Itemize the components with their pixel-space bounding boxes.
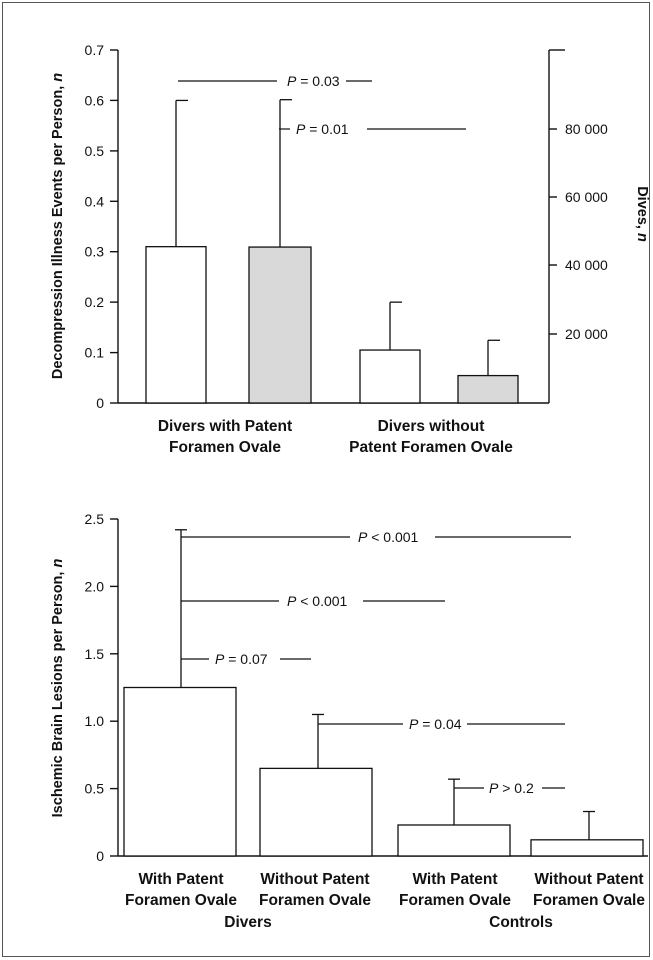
top-y2-axis-label: Dives, n [634, 186, 650, 242]
bottom-annotation-4: P = 0.04 [318, 716, 565, 732]
bottom-y-ticks: 0 0.5 1.0 1.5 2.0 2.5 [85, 511, 118, 864]
top-y2-tick-label: 40 000 [565, 257, 608, 273]
bottom-y-tick: 0 [96, 848, 118, 864]
bottom-category-label: With Patent [138, 871, 223, 888]
bottom-y-tick-label: 2.5 [85, 511, 105, 527]
top-y2-tick-label: 60 000 [565, 189, 608, 205]
top-annotation-1: P = 0.03 [178, 73, 372, 89]
top-y-tick-label: 0.7 [85, 42, 105, 58]
top-y-tick-label: 0.5 [85, 143, 105, 159]
bottom-category-label: Foramen Ovale [533, 892, 645, 909]
bottom-category-label: Foramen Ovale [399, 892, 511, 909]
bottom-y-tick: 2.0 [85, 578, 118, 594]
bottom-y-tick-label: 1.5 [85, 646, 105, 662]
bottom-y-tick: 1.0 [85, 713, 118, 729]
bottom-chart: 0 0.5 1.0 1.5 2.0 2.5 Ischemic Brain Les… [50, 511, 648, 931]
bottom-y-tick-label: 2.0 [85, 578, 105, 594]
bottom-y-axis-label: Ischemic Brain Lesions per Person, n [50, 559, 66, 818]
top-category-label: Foramen Ovale [169, 439, 281, 456]
bottom-group-label-controls: Controls [489, 914, 553, 931]
top-bar-nopfo-events [359, 349, 421, 404]
top-bar-group-2 [359, 301, 519, 404]
bottom-category-label: Without Patent [534, 871, 643, 888]
bottom-annotation-3: P = 0.07 [181, 651, 311, 667]
top-y-tick: 0.7 [85, 42, 118, 58]
top-bar-group-1 [145, 99, 312, 404]
top-category-label: Patent Foramen Ovale [349, 439, 513, 456]
top-annotation-label: P = 0.01 [296, 121, 349, 137]
top-annotation-2: P = 0.01 [279, 121, 466, 137]
bottom-y-tick-label: 1.0 [85, 713, 105, 729]
bottom-annotation-label: P < 0.001 [358, 529, 419, 545]
bottom-category-label: With Patent [412, 871, 497, 888]
top-y-tick: 0.3 [85, 244, 118, 260]
top-y-tick-label: 0.4 [85, 193, 105, 209]
top-bar-pfo-dives [248, 246, 312, 404]
top-y-tick-label: 0.6 [85, 92, 105, 108]
top-bar-nopfo-dives [457, 374, 519, 404]
top-category-label: Divers without [378, 418, 485, 435]
bottom-bar-controls-pfo [397, 824, 511, 857]
bottom-y-tick: 2.5 [85, 511, 118, 527]
top-y-tick-label: 0.1 [85, 345, 105, 361]
top-y-axis-label: Decompression Illness Events per Person,… [50, 73, 66, 379]
top-y2-tick: 40 000 [549, 257, 608, 273]
top-y2-ticks: 20 000 40 000 60 000 80 000 [549, 121, 608, 342]
top-y-tick: 0.2 [85, 294, 118, 310]
top-bar-pfo-events [145, 246, 207, 404]
top-y-tick-label: 0 [96, 395, 104, 411]
bottom-category-label: Foramen Ovale [259, 892, 371, 909]
bottom-annotation-label: P < 0.001 [287, 593, 348, 609]
top-y-tick: 0.1 [85, 345, 118, 361]
top-y-ticks: 0 0.1 0.2 0.3 0.4 0.5 0.6 0.7 [85, 42, 118, 411]
top-y2-tick-label: 20 000 [565, 326, 608, 342]
bottom-y-tick: 0.5 [85, 781, 118, 797]
bottom-y-tick-label: 0.5 [85, 781, 105, 797]
bottom-category-label: Foramen Ovale [125, 892, 237, 909]
bottom-annotation-label: P = 0.07 [215, 651, 268, 667]
top-category-labels: Divers with Patent Foramen Ovale Divers … [158, 418, 513, 456]
bottom-group-label-divers: Divers [224, 914, 271, 931]
top-y-tick-label: 0.2 [85, 294, 105, 310]
top-y2-tick: 20 000 [549, 326, 608, 342]
top-y2-tick: 60 000 [549, 189, 608, 205]
bottom-category-label: Without Patent [260, 871, 369, 888]
bottom-y-tick: 1.5 [85, 646, 118, 662]
top-y2-tick: 80 000 [549, 121, 608, 137]
bottom-annotation-label: P > 0.2 [489, 780, 534, 796]
bottom-bar-divers-pfo [123, 686, 237, 857]
top-y-tick: 0.4 [85, 193, 118, 209]
bottom-category-labels: With Patent Foramen Ovale Without Patent… [125, 871, 645, 931]
top-y-tick: 0 [96, 395, 118, 411]
bottom-bar-controls-nopfo [530, 839, 644, 857]
bottom-bars [123, 529, 644, 857]
bottom-y-tick-label: 0 [96, 848, 104, 864]
bottom-annotation-1: P < 0.001 [181, 529, 571, 545]
top-y-tick: 0.5 [85, 143, 118, 159]
top-y-tick-label: 0.3 [85, 244, 105, 260]
bottom-annotation-2: P < 0.001 [181, 593, 445, 609]
top-annotation-label: P = 0.03 [287, 73, 340, 89]
top-chart: 0 0.1 0.2 0.3 0.4 0.5 0.6 0.7 20 000 40 … [50, 42, 650, 456]
bottom-annotation-5: P > 0.2 [454, 780, 565, 796]
bottom-bar-divers-nopfo [259, 767, 373, 857]
top-y2-tick-label: 80 000 [565, 121, 608, 137]
top-y-tick: 0.6 [85, 92, 118, 108]
top-category-label: Divers with Patent [158, 418, 292, 435]
bottom-annotation-label: P = 0.04 [409, 716, 462, 732]
